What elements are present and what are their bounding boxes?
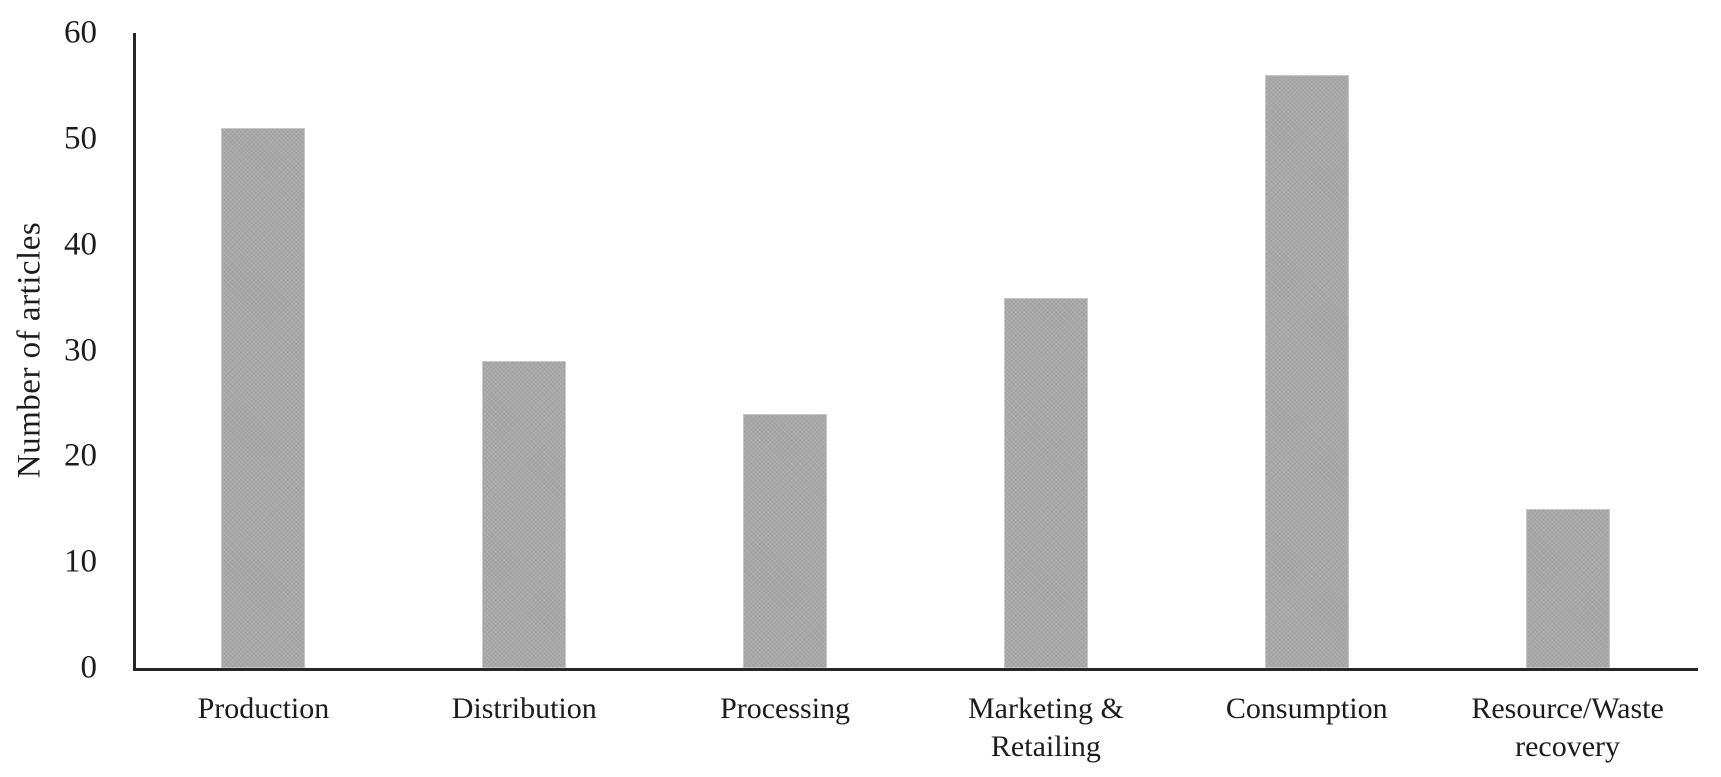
bar-distribution bbox=[482, 361, 567, 668]
y-axis-line bbox=[133, 33, 136, 671]
x-category-label-distribution: Distribution bbox=[451, 692, 597, 725]
y-tick-label-60: 60 bbox=[64, 14, 97, 51]
bar-production bbox=[221, 128, 306, 668]
y-tick-label-20: 20 bbox=[64, 437, 97, 474]
bar-marketing-retailing bbox=[1003, 297, 1088, 668]
x-category-label-consumption: Consumption bbox=[1225, 692, 1388, 725]
x-category-label-production: Production bbox=[197, 692, 330, 725]
bar-consumption bbox=[1264, 75, 1349, 668]
plot-area: 0 10 20 30 40 50 60 Production Distribution Proc… bbox=[64, 16, 1698, 763]
bar-processing bbox=[743, 414, 828, 668]
y-tick-label-30: 30 bbox=[64, 332, 97, 368]
bar-resource-waste-recovery bbox=[1525, 509, 1610, 668]
y-tick-label-0: 0 bbox=[80, 649, 98, 686]
x-category-label-resource-waste-recovery: Resource/Waste recovery bbox=[1471, 692, 1664, 763]
x-axis-line bbox=[133, 668, 1698, 671]
y-tick-label-40: 40 bbox=[64, 226, 97, 263]
y-tick-label-50: 50 bbox=[64, 120, 97, 157]
x-category-label-marketing-retailing: Marketing & Retailing bbox=[968, 692, 1124, 763]
y-tick-label-10: 10 bbox=[64, 543, 97, 580]
x-category-label-processing: Processing bbox=[720, 692, 851, 725]
